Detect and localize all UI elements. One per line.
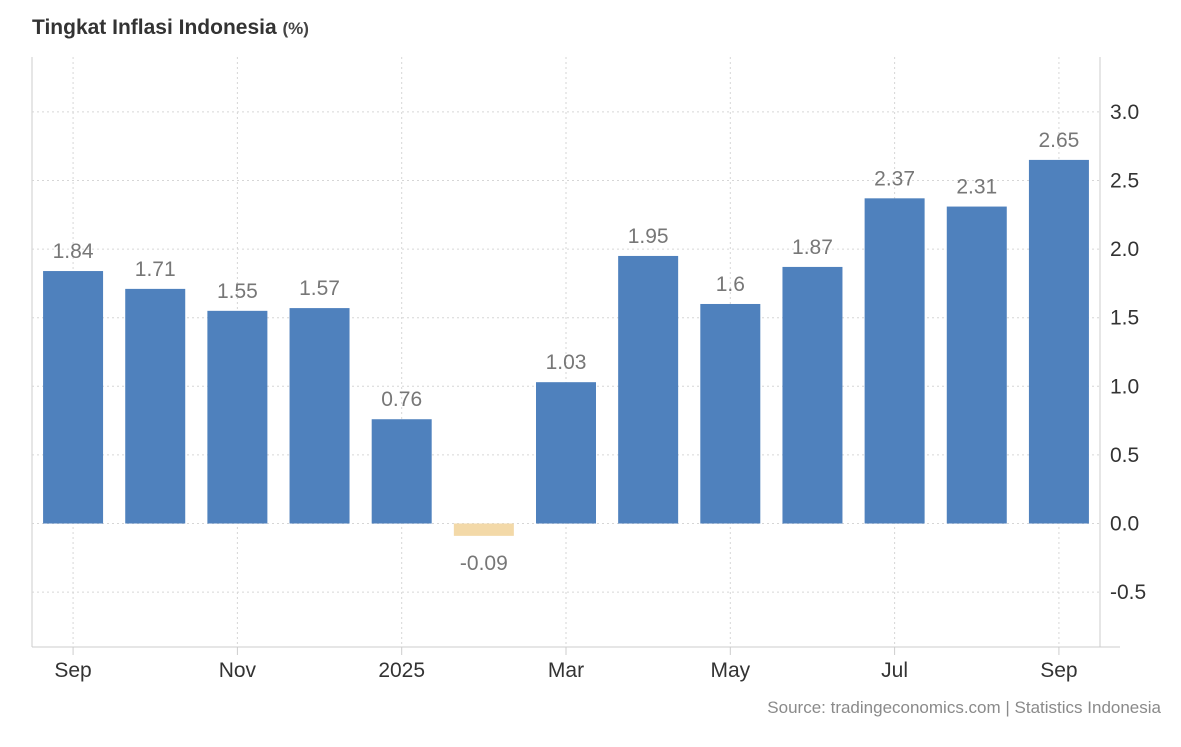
bar-value-label: 2.31 bbox=[956, 176, 997, 199]
bar-value-label: 2.65 bbox=[1038, 129, 1079, 152]
bar-value-label: 1.6 bbox=[716, 273, 745, 296]
bar bbox=[1028, 159, 1089, 524]
bar bbox=[864, 198, 925, 524]
x-tick-label: Mar bbox=[548, 659, 584, 682]
bar bbox=[782, 266, 843, 524]
y-tick-label: 0.0 bbox=[1110, 513, 1139, 536]
bar bbox=[946, 206, 1007, 524]
y-tick-label: 1.5 bbox=[1110, 307, 1139, 330]
y-tick-label: 2.0 bbox=[1110, 238, 1139, 261]
bar bbox=[371, 419, 432, 524]
bar-value-label: 0.76 bbox=[381, 388, 422, 411]
bar bbox=[125, 288, 186, 524]
x-tick-label: Nov bbox=[219, 659, 257, 682]
bar bbox=[536, 382, 596, 524]
bar-value-label: 2.37 bbox=[874, 167, 915, 190]
chart-title-unit: (%) bbox=[282, 19, 309, 38]
bar-value-label: 1.55 bbox=[217, 280, 258, 303]
y-tick-label: 1.0 bbox=[1110, 375, 1139, 398]
bar bbox=[43, 271, 104, 524]
bar bbox=[289, 308, 350, 524]
chart-title: Tingkat Inflasi Indonesia (%) bbox=[32, 16, 309, 40]
chart-title-text: Tingkat Inflasi Indonesia bbox=[32, 16, 277, 39]
x-tick-label: Sep bbox=[1040, 659, 1077, 682]
bar-value-label: 1.95 bbox=[628, 225, 669, 248]
bar bbox=[207, 310, 268, 524]
bar-value-label: 1.84 bbox=[53, 240, 94, 263]
bar-value-label: 1.71 bbox=[135, 258, 176, 281]
x-tick-label: May bbox=[710, 659, 750, 682]
bar-value-label: 1.87 bbox=[792, 236, 833, 259]
bar-value-label: -0.09 bbox=[460, 552, 508, 575]
y-tick-label: -0.5 bbox=[1110, 581, 1146, 604]
x-tick-label: 2025 bbox=[378, 659, 425, 682]
bar bbox=[618, 255, 679, 524]
bar bbox=[453, 523, 514, 536]
y-tick-label: 0.5 bbox=[1110, 444, 1139, 467]
x-tick-label: Sep bbox=[54, 659, 91, 682]
source-credit: Source: tradingeconomics.com | Statistic… bbox=[767, 698, 1161, 717]
bar-value-label: 1.57 bbox=[299, 277, 340, 300]
bar-value-label: 1.03 bbox=[546, 351, 587, 374]
y-tick-label: 2.5 bbox=[1110, 169, 1139, 192]
x-tick-label: Jul bbox=[881, 659, 908, 682]
bar bbox=[700, 303, 761, 524]
y-tick-label: 3.0 bbox=[1110, 101, 1139, 124]
